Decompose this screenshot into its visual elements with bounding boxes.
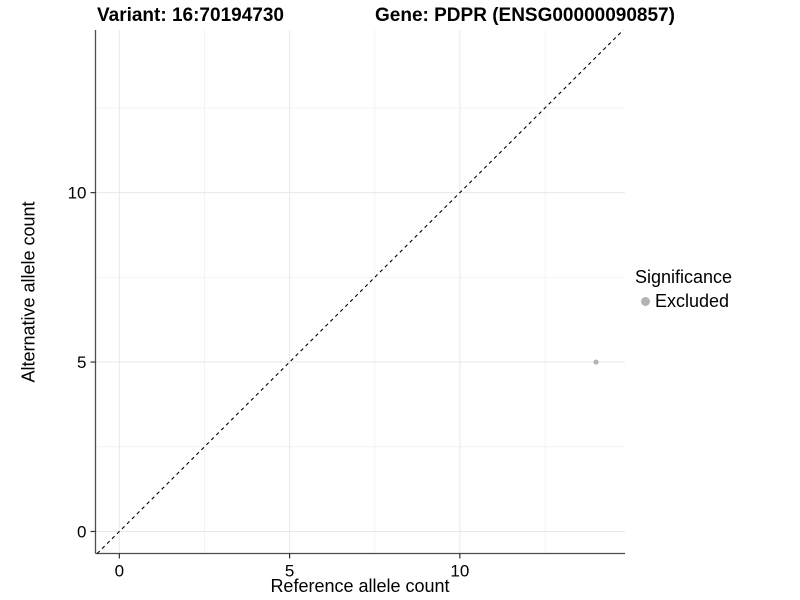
legend-entry-label: Excluded — [655, 291, 730, 311]
x-tick-label: 0 — [115, 562, 124, 581]
x-tick-label: 5 — [285, 562, 294, 581]
y-tick-label: 0 — [77, 522, 86, 541]
x-axis-title: Reference allele count — [270, 576, 450, 596]
gene-title: Gene: PDPR (ENSG00000090857) — [375, 5, 675, 26]
x-tick-label: 10 — [450, 562, 469, 581]
legend-entry: Excluded — [635, 290, 732, 312]
data-point — [593, 359, 599, 365]
legend: Significance Excluded — [635, 266, 732, 312]
variant-title: Variant: 16:70194730 — [97, 5, 284, 26]
legend-title: Significance — [635, 267, 733, 287]
point-swatch-icon — [641, 296, 650, 306]
identity-line — [96, 29, 624, 554]
y-tick-label: 5 — [77, 353, 86, 372]
y-axis-title: Alternative allele count — [18, 201, 39, 383]
y-tick-label: 10 — [68, 184, 87, 203]
